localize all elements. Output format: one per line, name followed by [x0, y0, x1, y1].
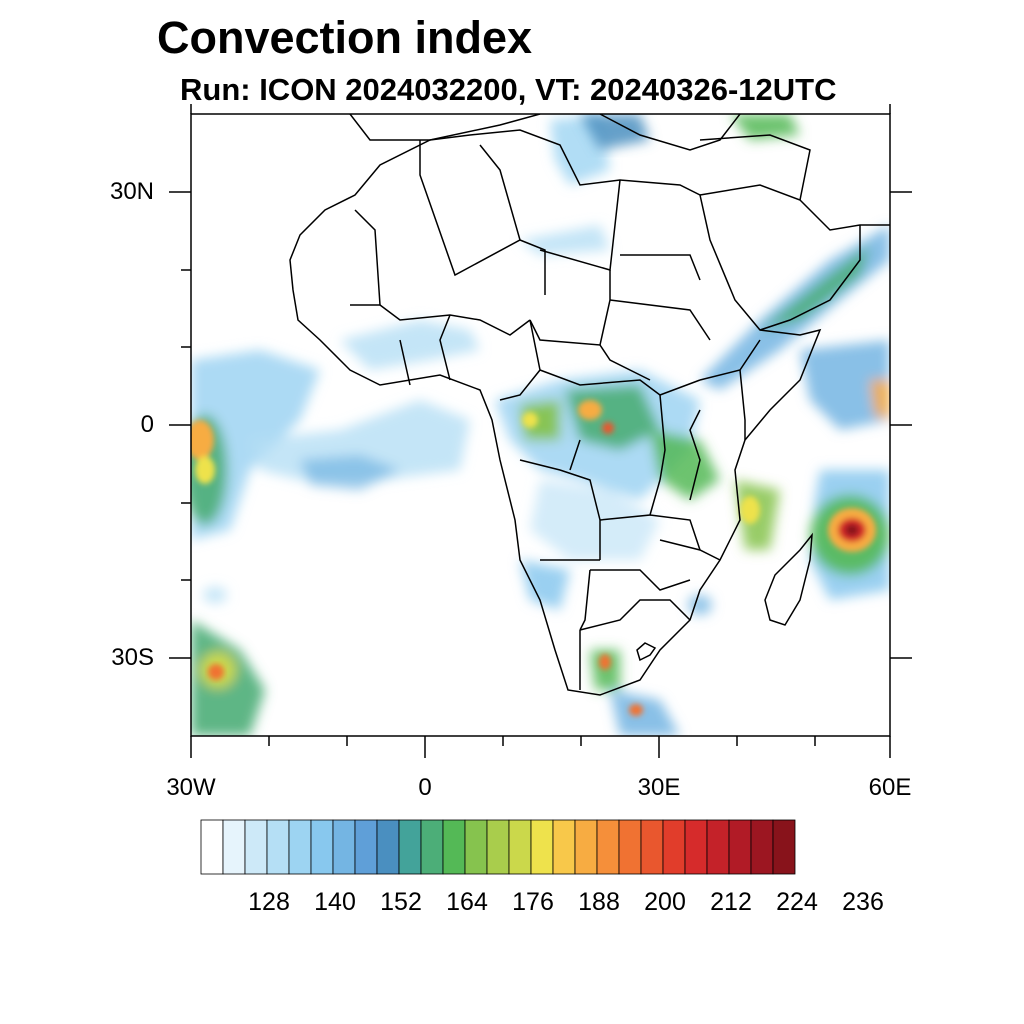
colorbar-swatch	[200, 819, 224, 875]
colorbar-swatch	[244, 819, 268, 875]
colorbar-swatch	[376, 819, 400, 875]
lon-label-60e: 60E	[868, 774, 912, 801]
colorbar-swatch	[420, 819, 444, 875]
colorbar-label: 128	[248, 888, 290, 916]
colorbar-swatch	[640, 819, 664, 875]
colorbar-label: 164	[446, 888, 488, 916]
colorbar-swatch	[574, 819, 598, 875]
lat-label-0: 0	[140, 411, 154, 438]
colorbar-label: 188	[578, 888, 620, 916]
colorbar-label: 224	[776, 888, 818, 916]
colorbar-swatch	[442, 819, 466, 875]
colorbar-swatch	[288, 819, 312, 875]
colorbar-swatch	[772, 819, 796, 875]
lat-label-30s: 30S	[111, 644, 154, 671]
chart-subtitle: Run: ICON 2024032200, VT: 20240326-12UTC	[180, 72, 837, 107]
colorbar-swatch	[596, 819, 620, 875]
axis-ticks	[169, 104, 912, 758]
lat-label-30n: 30N	[109, 178, 154, 205]
colorbar-swatch	[618, 819, 642, 875]
colorbar-swatch	[684, 819, 708, 875]
colorbar-label: 140	[314, 888, 356, 916]
colorbar-swatch	[310, 819, 334, 875]
colorbar-swatch	[508, 819, 532, 875]
colorbar-swatch	[464, 819, 488, 875]
lon-label-0: 0	[418, 774, 432, 801]
colorbar-label: 236	[842, 888, 884, 916]
colorbar-swatch	[750, 819, 774, 875]
colorbar-label: 152	[380, 888, 422, 916]
colorbar-label: 176	[512, 888, 554, 916]
colorbar-swatch	[552, 819, 576, 875]
colorbar-label: 200	[644, 888, 686, 916]
chart-title: Convection index	[157, 12, 533, 63]
colorbar-swatch	[530, 819, 554, 875]
colorbar-swatch	[354, 819, 378, 875]
lon-label-30w: 30W	[166, 774, 216, 801]
colorbar-swatch	[486, 819, 510, 875]
coastlines-borders	[289, 114, 890, 696]
colorbar-swatch	[222, 819, 246, 875]
colorbar-swatch	[706, 819, 730, 875]
colorbar-swatch	[662, 819, 686, 875]
colorbar	[200, 819, 796, 875]
colorbar-label: 212	[710, 888, 752, 916]
colorbar-swatch	[266, 819, 290, 875]
colorbar-swatch	[332, 819, 356, 875]
colorbar-swatch	[728, 819, 752, 875]
colorbar-swatch	[398, 819, 422, 875]
lon-label-30e: 30E	[637, 774, 681, 801]
convection-field	[191, 114, 890, 736]
